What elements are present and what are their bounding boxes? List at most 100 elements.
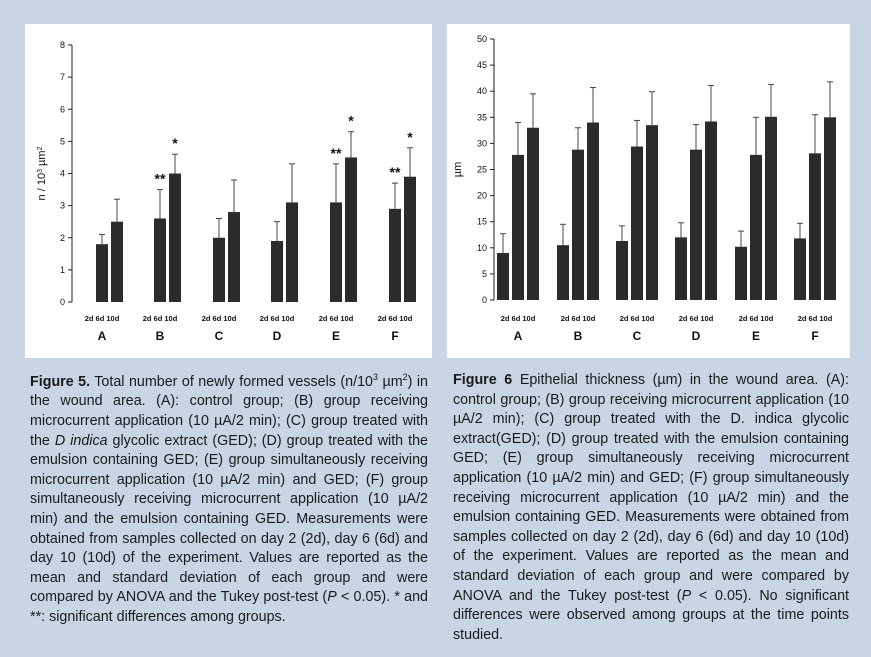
- fig6-bar-D-6d: [690, 149, 702, 300]
- fig6-group-label-E: E: [752, 329, 760, 343]
- fig6-bar-D-10d: [705, 121, 717, 300]
- figure6-caption-label: Figure 6: [453, 372, 513, 388]
- figure5-caption-sup: 3: [372, 372, 378, 382]
- figure5-caption-italic: D indica: [54, 432, 108, 449]
- fig5-bar-E-10d: [345, 157, 357, 302]
- figure5-caption-text: glycolic extract (GED); (D) group treate…: [30, 432, 428, 606]
- figure5-caption-label: Figure 5.: [30, 373, 91, 390]
- figure5-caption-text: < 0.05). * and **: significant differenc…: [30, 589, 428, 625]
- fig6-y-tick-label: 35: [477, 112, 487, 122]
- fig6-y-tick-label: 5: [482, 269, 487, 279]
- fig6-y-tick-label: 40: [477, 86, 487, 96]
- figure5-caption-text: µm: [378, 373, 403, 390]
- fig5-significance-mark: **: [331, 145, 342, 161]
- fig5-bar-A-10d: [111, 221, 123, 302]
- fig5-bar-C-6d: [213, 237, 225, 302]
- fig5-y-tick-label: 4: [60, 169, 65, 179]
- fig6-group-label-C: C: [633, 329, 642, 343]
- figure5-caption-italic: P: [327, 589, 337, 606]
- fig6-y-tick-label: 25: [477, 165, 487, 175]
- figure6-caption-text: < 0.05). No significant differences were…: [453, 587, 849, 643]
- fig6-day-labels: 2d 6d 10d: [561, 314, 596, 323]
- fig5-group-label-B: B: [156, 329, 165, 343]
- fig5-group-label-E: E: [332, 329, 340, 343]
- fig6-group-label-B: B: [574, 329, 583, 343]
- fig6-bar-E-6d: [750, 154, 762, 300]
- fig5-day-labels: 2d 6d 10d: [143, 314, 178, 323]
- fig6-day-labels: 2d 6d 10d: [798, 314, 833, 323]
- fig6-bar-C-6d: [631, 146, 643, 300]
- figure5-caption-text: ) in the wound area. (A): control group;…: [30, 373, 428, 449]
- fig6-group-label-D: D: [692, 329, 701, 343]
- fig5-bar-C-10d: [228, 212, 240, 302]
- fig5-significance-mark: **: [155, 171, 166, 187]
- fig6-bar-E-10d: [765, 116, 777, 300]
- fig5-y-axis-title-part: 2: [37, 146, 44, 150]
- fig5-bar-D-10d: [286, 202, 298, 302]
- figure6-caption: Figure 6 Epithelial thickness (µm) in th…: [453, 371, 849, 645]
- fig5-y-axis-title-part: n / 10: [36, 173, 48, 201]
- figure5-caption: Figure 5. Total number of newly formed v…: [30, 368, 428, 627]
- fig6-bar-F-6d: [809, 153, 821, 300]
- fig5-bar-A-6d: [96, 244, 108, 302]
- fig5-group-label-C: C: [215, 329, 224, 343]
- fig6-y-tick-label: 15: [477, 217, 487, 227]
- fig6-y-tick-label: 30: [477, 138, 487, 148]
- fig5-y-tick-label: 5: [60, 136, 65, 146]
- fig6-y-tick-label: 50: [477, 34, 487, 44]
- figure5-caption-text: Total number of newly formed vessels (n/…: [90, 373, 373, 390]
- fig6-bar-F-10d: [824, 117, 836, 300]
- fig5-bar-D-6d: [271, 240, 283, 302]
- fig6-bar-B-10d: [587, 122, 599, 301]
- fig5-y-axis-title: n / 103 µm2: [36, 146, 48, 200]
- fig5-y-tick-label: 1: [60, 265, 65, 275]
- fig6-bar-B-2d: [557, 245, 569, 300]
- fig5-significance-mark: *: [407, 129, 413, 145]
- fig5-y-axis-title-part: µm: [36, 150, 48, 169]
- fig6-bar-A-2d: [497, 253, 509, 300]
- fig6-y-tick-label: 20: [477, 191, 487, 201]
- fig5-significance-mark: *: [172, 135, 178, 151]
- fig6-group-label-A: A: [514, 329, 523, 343]
- fig6-y-tick-label: 10: [477, 243, 487, 253]
- fig5-y-axis-title-part: 3: [37, 169, 44, 173]
- figure6-chart: 0 5 10 15 20 25 30 35 40 45 50 µm 2d 6d 10d A 2d 6d 10…: [452, 34, 836, 343]
- fig6-bar-B-6d: [572, 149, 584, 300]
- fig5-bar-E-6d: [330, 202, 342, 302]
- fig6-bar-A-6d: [512, 154, 524, 300]
- fig5-group-label-D: D: [273, 329, 282, 343]
- fig6-y-tick-label: 45: [477, 60, 487, 70]
- fig6-y-axis-title: µm: [452, 162, 464, 178]
- fig5-day-labels: 2d 6d 10d: [319, 314, 354, 323]
- fig5-y-tick-label: 3: [60, 201, 65, 211]
- fig5-y-tick-label: 0: [60, 297, 65, 307]
- fig6-day-labels: 2d 6d 10d: [679, 314, 714, 323]
- figure6-caption-text: Epithelial thickness (µm) in the wound a…: [453, 372, 849, 604]
- figure6-panel: 0 5 10 15 20 25 30 35 40 45 50 µm 2d 6d 10d A 2d 6d 10…: [447, 24, 850, 358]
- fig5-group-label-F: F: [391, 329, 398, 343]
- fig5-y-tick-label: 8: [60, 40, 65, 50]
- fig5-day-labels: 2d 6d 10d: [378, 314, 413, 323]
- fig5-significance-mark: **: [390, 164, 401, 180]
- fig6-bar-D-2d: [675, 237, 687, 300]
- fig6-bar-A-10d: [527, 127, 539, 301]
- figure6-caption-italic: P: [681, 587, 692, 604]
- fig5-bar-B-10d: [169, 173, 181, 302]
- fig5-bar-F-10d: [404, 176, 416, 302]
- fig5-day-labels: 2d 6d 10d: [85, 314, 120, 323]
- fig6-bar-F-2d: [794, 238, 806, 300]
- fig5-y-tick-label: 6: [60, 104, 65, 114]
- fig6-bar-C-10d: [646, 125, 658, 300]
- fig5-bar-F-6d: [389, 208, 401, 302]
- fig6-y-tick-label: 0: [482, 295, 487, 305]
- fig5-significance-mark: *: [348, 113, 354, 129]
- fig6-bar-E-2d: [735, 246, 747, 300]
- fig5-y-tick-label: 2: [60, 233, 65, 243]
- fig5-group-label-A: A: [98, 329, 107, 343]
- fig6-group-label-F: F: [811, 329, 818, 343]
- figure5-caption-sup: 2: [402, 372, 408, 382]
- fig5-day-labels: 2d 6d 10d: [202, 314, 237, 323]
- fig5-y-tick-label: 7: [60, 72, 65, 82]
